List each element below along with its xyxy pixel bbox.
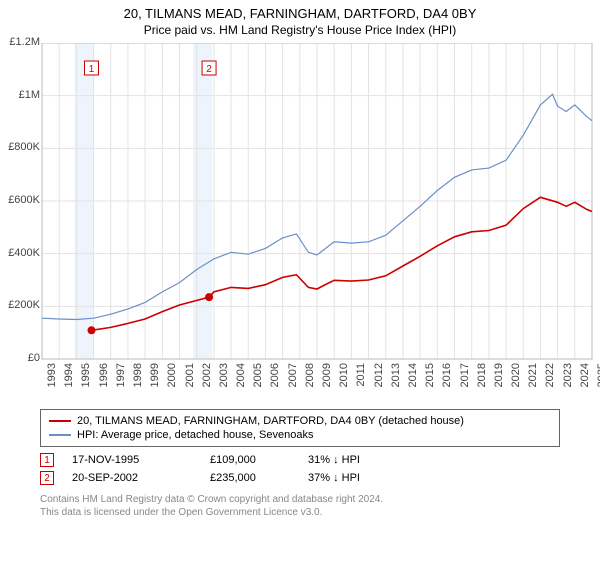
y-tick-label: £600K bbox=[2, 194, 40, 206]
x-tick-label: 2000 bbox=[166, 363, 178, 403]
x-tick-label: 2023 bbox=[562, 363, 574, 403]
chart-svg: 12 bbox=[0, 43, 600, 403]
x-tick-label: 2017 bbox=[459, 363, 471, 403]
x-tick-label: 2002 bbox=[201, 363, 213, 403]
footer-line1: Contains HM Land Registry data © Crown c… bbox=[40, 493, 560, 506]
marker-number: 2 bbox=[206, 64, 212, 75]
x-tick-label: 2019 bbox=[493, 363, 505, 403]
x-axis-labels: 1993 1994 1995 1996 1997 1998 1999 2000 2001 2002… bbox=[42, 359, 592, 403]
x-tick-label: 2006 bbox=[269, 363, 281, 403]
transaction-price: £109,000 bbox=[210, 454, 290, 466]
x-tick-label: 1995 bbox=[80, 363, 92, 403]
marker-dot bbox=[88, 326, 96, 334]
x-tick-label: 2013 bbox=[390, 363, 402, 403]
x-tick-label: 1996 bbox=[98, 363, 110, 403]
x-tick-label: 1994 bbox=[63, 363, 75, 403]
x-tick-label: 2020 bbox=[510, 363, 522, 403]
x-tick-label: 2022 bbox=[544, 363, 556, 403]
legend: 20, TILMANS MEAD, FARNINGHAM, DARTFORD, … bbox=[40, 409, 560, 447]
x-tick-label: 2001 bbox=[184, 363, 196, 403]
x-tick-label: 2014 bbox=[407, 363, 419, 403]
x-tick-label: 2005 bbox=[252, 363, 264, 403]
x-tick-label: 2018 bbox=[476, 363, 488, 403]
legend-swatch bbox=[49, 420, 71, 422]
legend-item: HPI: Average price, detached house, Seve… bbox=[49, 428, 551, 442]
y-tick-label: £1M bbox=[2, 89, 40, 101]
y-tick-label: £0 bbox=[2, 352, 40, 364]
chart-area: 12 1993199419951996199719981999200020012… bbox=[0, 43, 600, 403]
transaction-date: 17-NOV-1995 bbox=[72, 454, 192, 466]
x-tick-label: 2004 bbox=[235, 363, 247, 403]
x-tick-label: 2012 bbox=[373, 363, 385, 403]
x-tick-label: 2003 bbox=[218, 363, 230, 403]
x-tick-label: 2025 bbox=[596, 363, 600, 403]
chart-subtitle: Price paid vs. HM Land Registry's House … bbox=[0, 23, 600, 37]
x-tick-label: 1993 bbox=[46, 363, 58, 403]
legend-label: 20, TILMANS MEAD, FARNINGHAM, DARTFORD, … bbox=[77, 415, 464, 427]
footer-line2: This data is licensed under the Open Gov… bbox=[40, 506, 560, 519]
x-tick-label: 2011 bbox=[355, 363, 367, 403]
y-tick-label: £800K bbox=[2, 141, 40, 153]
x-tick-label: 2021 bbox=[527, 363, 539, 403]
transaction-date: 20-SEP-2002 bbox=[72, 472, 192, 484]
transaction-row: 2 20-SEP-2002 £235,000 37% ↓ HPI bbox=[40, 469, 560, 487]
x-tick-label: 2024 bbox=[579, 363, 591, 403]
transactions-table: 1 17-NOV-1995 £109,000 31% ↓ HPI 2 20-SEP-200… bbox=[40, 451, 560, 487]
transaction-delta: 37% ↓ HPI bbox=[308, 472, 360, 484]
x-tick-label: 1998 bbox=[132, 363, 144, 403]
transaction-marker: 2 bbox=[40, 471, 54, 485]
x-tick-label: 2010 bbox=[338, 363, 350, 403]
marker-number: 1 bbox=[89, 64, 95, 75]
y-tick-label: £1.2M bbox=[2, 36, 40, 48]
legend-swatch bbox=[49, 434, 71, 436]
x-tick-label: 2015 bbox=[424, 363, 436, 403]
marker-dot bbox=[205, 293, 213, 301]
chart-title: 20, TILMANS MEAD, FARNINGHAM, DARTFORD, … bbox=[0, 6, 600, 21]
x-tick-label: 2016 bbox=[441, 363, 453, 403]
x-tick-label: 1999 bbox=[149, 363, 161, 403]
legend-label: HPI: Average price, detached house, Seve… bbox=[77, 429, 313, 441]
x-tick-label: 1997 bbox=[115, 363, 127, 403]
legend-item: 20, TILMANS MEAD, FARNINGHAM, DARTFORD, … bbox=[49, 414, 551, 428]
y-tick-label: £400K bbox=[2, 247, 40, 259]
transaction-price: £235,000 bbox=[210, 472, 290, 484]
transaction-marker: 1 bbox=[40, 453, 54, 467]
y-tick-label: £200K bbox=[2, 299, 40, 311]
transaction-delta: 31% ↓ HPI bbox=[308, 454, 360, 466]
x-tick-label: 2009 bbox=[321, 363, 333, 403]
x-tick-label: 2007 bbox=[287, 363, 299, 403]
transaction-row: 1 17-NOV-1995 £109,000 31% ↓ HPI bbox=[40, 451, 560, 469]
x-tick-label: 2008 bbox=[304, 363, 316, 403]
footer-note: Contains HM Land Registry data © Crown c… bbox=[40, 493, 560, 519]
